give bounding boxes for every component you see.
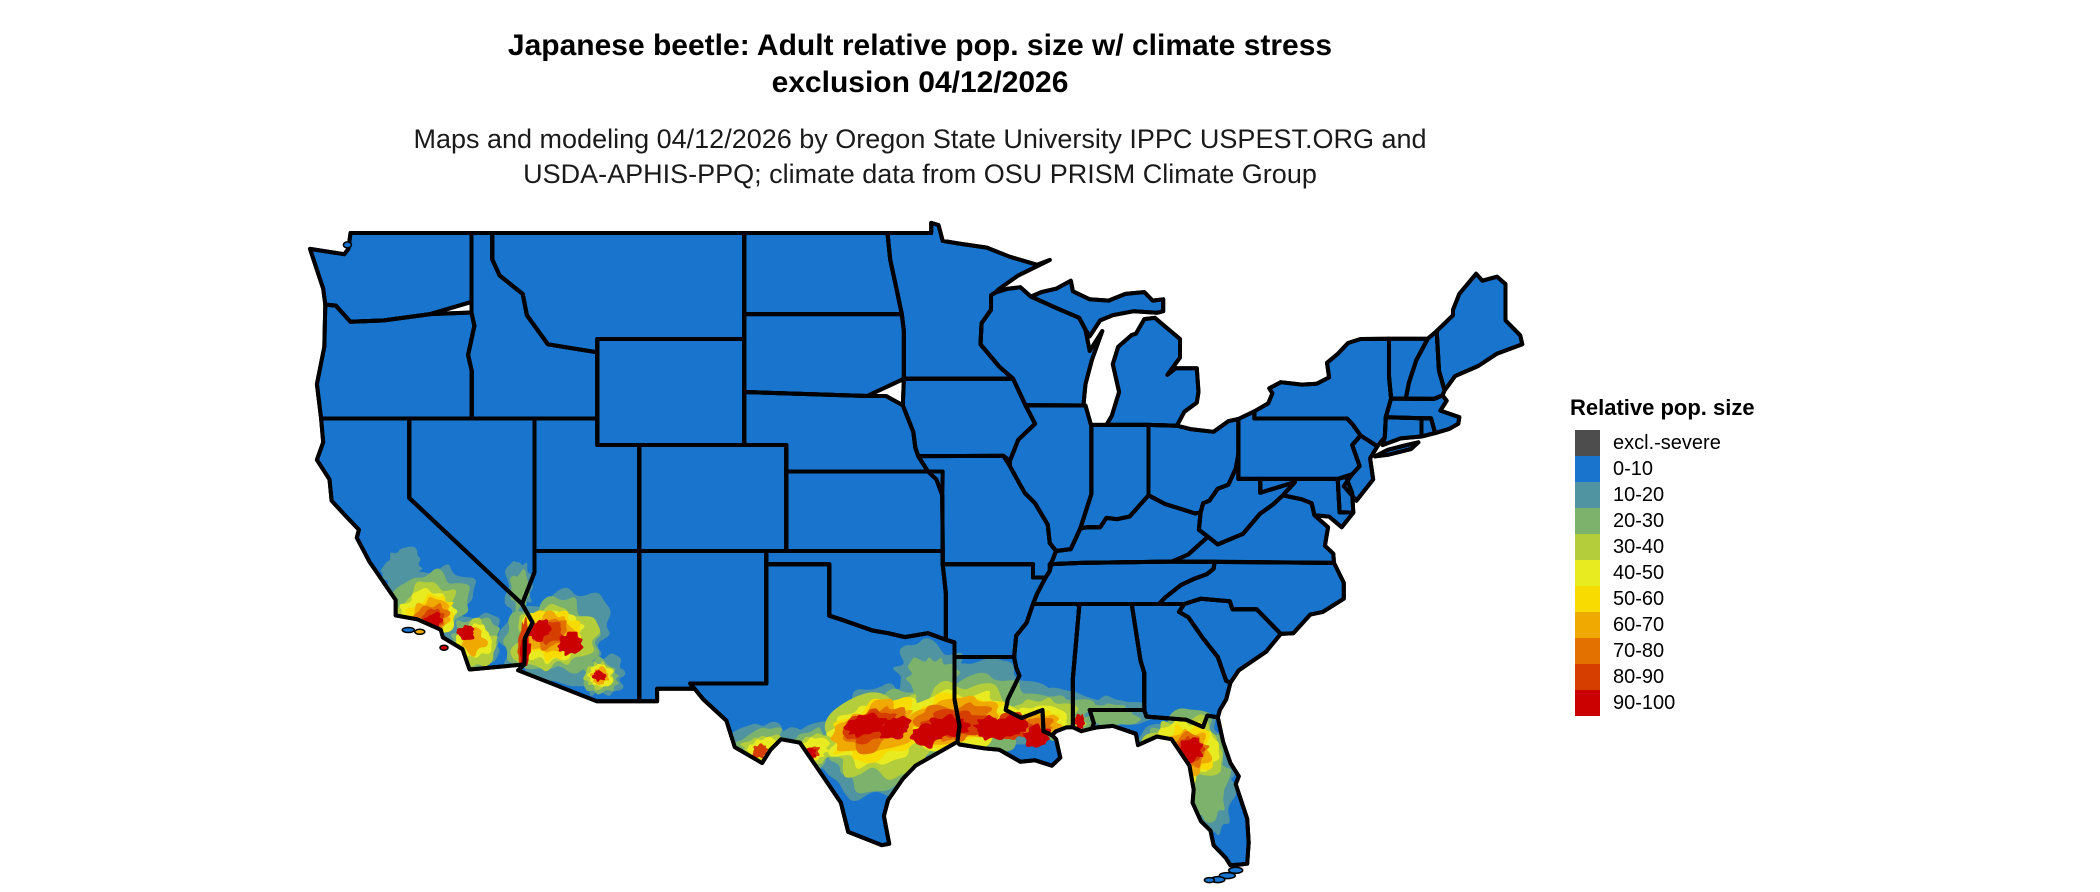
- legend-item: 10-20: [1570, 482, 1890, 508]
- state-shape-sd: [742, 312, 906, 398]
- island: [1227, 866, 1244, 875]
- legend-title: Relative pop. size: [1570, 395, 1755, 420]
- state-border-ny: [1252, 336, 1394, 449]
- legend-label: 70-80: [1613, 639, 1665, 662]
- heat-blob: [456, 624, 475, 641]
- legend-item: 30-40: [1570, 534, 1890, 560]
- legend-item: 0-10: [1570, 456, 1890, 482]
- legend-swatch: [1575, 482, 1600, 508]
- heat-blob: [752, 743, 769, 759]
- state-shape-me: [1434, 271, 1525, 393]
- legend-swatch: [1575, 612, 1600, 638]
- heat-blob: [843, 712, 888, 738]
- legend-rows: excl.-severe 0-10 10-20 20-30 30-40 40-50 50-6…: [1570, 430, 1890, 716]
- legend-item: 80-90: [1570, 664, 1890, 690]
- legend-swatch: [1575, 586, 1600, 612]
- heat-blob: [591, 669, 607, 682]
- map-legend: Relative pop. size excl.-severe 0-10 10-20…: [1570, 397, 1890, 716]
- state-shape-or: [314, 302, 477, 421]
- state-shape-ks: [784, 469, 945, 553]
- heat-blob: [1074, 713, 1086, 730]
- state-shape-pa: [1236, 409, 1363, 481]
- legend-item: 40-50: [1570, 560, 1890, 586]
- state-border-nc: [1157, 559, 1346, 636]
- state-border-mi: [1104, 315, 1201, 428]
- legend-item: 50-60: [1570, 586, 1890, 612]
- state-shape-co: [637, 443, 789, 553]
- legend-label: 40-50: [1613, 561, 1665, 584]
- legend-swatch: [1575, 690, 1600, 716]
- state-shape-nm: [637, 549, 769, 704]
- heat-blob: [557, 631, 584, 656]
- legend-label: 60-70: [1613, 613, 1665, 636]
- legend-swatch: [1575, 534, 1600, 560]
- heat-blob: [877, 715, 912, 740]
- state-border-tx: [688, 562, 962, 848]
- legend-swatch: [1575, 430, 1600, 456]
- legend-item: 90-100: [1570, 690, 1890, 716]
- legend-swatch: [1575, 560, 1600, 586]
- state-borders: [308, 220, 1525, 868]
- islands: [342, 241, 1244, 884]
- legend-label: excl.-severe: [1613, 431, 1721, 454]
- heat-blob: [803, 747, 817, 759]
- legend-label: 80-90: [1613, 665, 1665, 688]
- state-border-li: [1372, 440, 1421, 459]
- legend-label: 10-20: [1613, 483, 1665, 506]
- legend-swatch: [1575, 664, 1600, 690]
- state-border-fl: [1087, 708, 1251, 868]
- map-title-line2: exclusion 04/12/2026: [771, 66, 1069, 99]
- legend-label: 0-10: [1613, 457, 1654, 480]
- map-subtitle-line2: USDA-APHIS-PPQ; climate data from OSU PR…: [523, 159, 1317, 189]
- island: [1203, 876, 1216, 884]
- map-title: Japanese beetle: Adult relative pop. siz…: [340, 27, 1500, 101]
- legend-swatch: [1575, 638, 1600, 664]
- island: [439, 644, 449, 651]
- state-border-mi_up: [1028, 278, 1166, 339]
- legend-label: 50-60: [1613, 587, 1665, 610]
- legend-item: 70-80: [1570, 638, 1890, 664]
- us-landmass: [308, 220, 1525, 868]
- legend-label: 30-40: [1613, 535, 1665, 558]
- map-subtitle-line1: Maps and modeling 04/12/2026 by Oregon S…: [413, 124, 1427, 154]
- legend-item: 60-70: [1570, 612, 1890, 638]
- island: [342, 241, 353, 249]
- map-title-line1: Japanese beetle: Adult relative pop. siz…: [507, 29, 1333, 62]
- map-subtitle: Maps and modeling 04/12/2026 by Oregon S…: [340, 122, 1500, 192]
- state-border-me: [1434, 271, 1525, 393]
- legend-item: 20-30: [1570, 508, 1890, 534]
- legend-swatch: [1575, 508, 1600, 534]
- state-shape-wy: [595, 337, 747, 447]
- state-shape-nd: [742, 231, 904, 317]
- legend-swatch: [1575, 456, 1600, 482]
- island: [414, 628, 426, 636]
- heat-blob: [1188, 761, 1232, 823]
- legend-item: excl.-severe: [1570, 430, 1890, 456]
- island: [401, 626, 416, 634]
- legend-label: 20-30: [1613, 509, 1665, 532]
- legend-label: 90-100: [1613, 691, 1676, 714]
